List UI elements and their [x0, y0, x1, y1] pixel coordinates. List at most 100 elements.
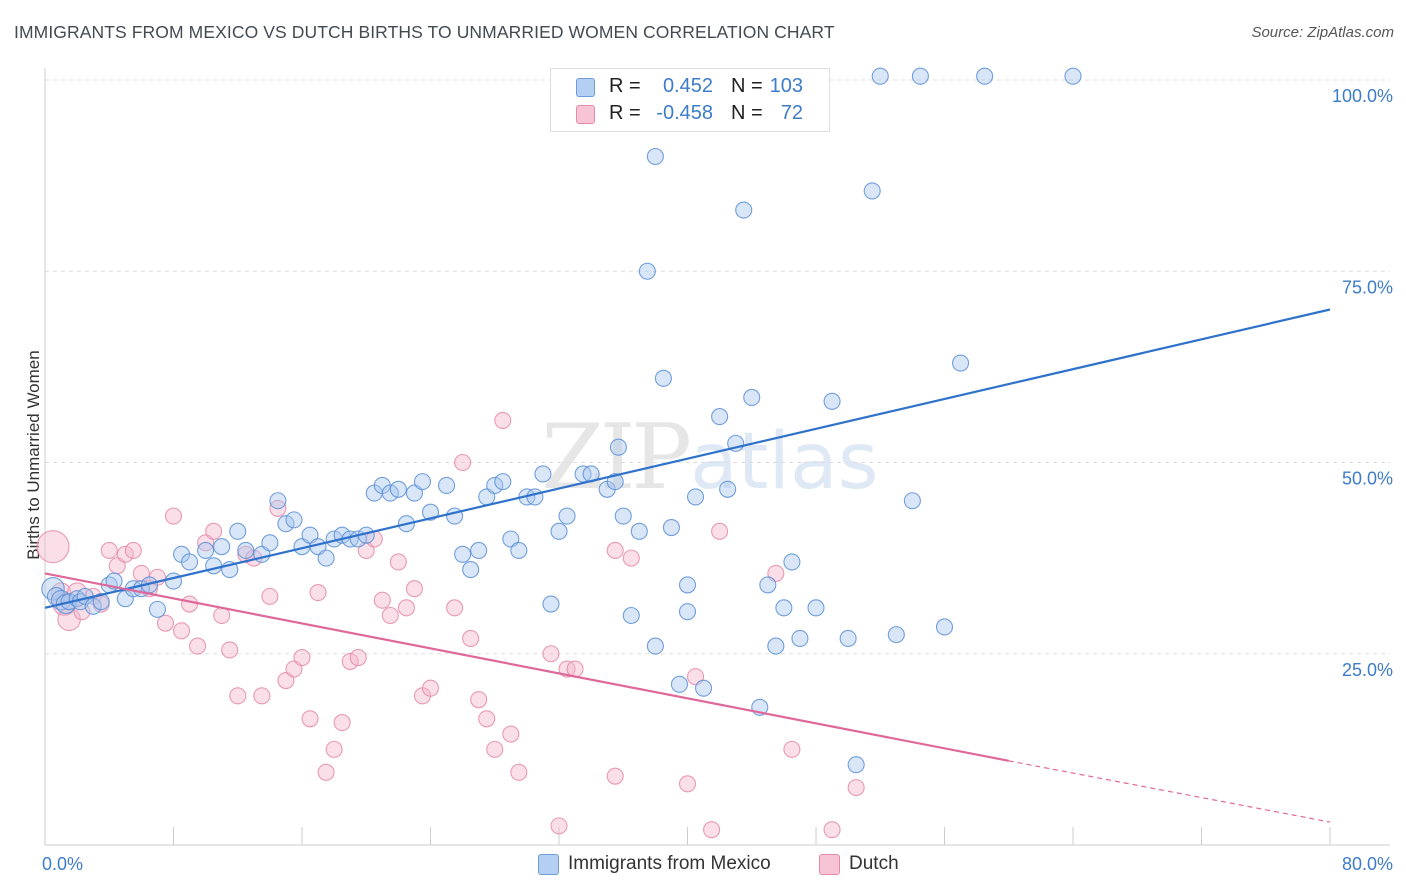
mexico-point	[413, 473, 432, 491]
mexico-point	[558, 507, 576, 525]
mexico-point	[84, 597, 102, 615]
mexico-point	[389, 480, 407, 498]
dutch-point	[172, 622, 191, 640]
mexico-point	[783, 553, 801, 571]
source-credit: Source: ZipAtlas.com	[1251, 24, 1394, 41]
mexico-point	[743, 388, 761, 407]
mexico-point	[261, 534, 279, 552]
dutch-point	[606, 767, 624, 785]
legend-label: Dutch	[849, 853, 899, 874]
mexico-point	[678, 576, 697, 594]
tick-labels: 25.0% 50.0% 75.0% 100.0% 0.0% 80.0%	[42, 86, 1393, 874]
mexico-point	[614, 507, 632, 525]
dutch-point	[550, 817, 568, 835]
dutch-point	[381, 606, 399, 625]
mexico-point	[863, 182, 881, 200]
mexico-point	[213, 538, 231, 556]
dutch-point	[606, 541, 624, 560]
n-value: 72	[780, 102, 803, 124]
mexico-point	[462, 561, 480, 579]
dutch-point	[397, 599, 415, 617]
pink-swatch-icon	[576, 105, 595, 124]
dutch-point	[341, 652, 359, 670]
mexico-point	[903, 492, 921, 510]
mexico-point	[1064, 67, 1082, 85]
pink-swatch-icon	[819, 854, 840, 875]
dutch-point	[317, 763, 335, 781]
mexico-point	[630, 522, 648, 540]
axes	[44, 68, 1390, 846]
mexico-point	[229, 522, 247, 540]
dutch-point	[823, 821, 841, 839]
mexico-point	[470, 541, 488, 560]
mexico-point	[775, 599, 793, 617]
mexico-point	[205, 557, 223, 575]
dutch-point	[100, 541, 118, 560]
mexico-point	[952, 354, 970, 372]
chart-title: IMMIGRANTS FROM MEXICO VS DUTCH BIRTHS T…	[14, 22, 835, 42]
dutch-point	[847, 779, 865, 797]
mexico-point	[695, 679, 713, 697]
mexico-point	[791, 629, 809, 648]
mexico-point	[237, 541, 255, 560]
dutch-point	[261, 587, 279, 605]
r-label: R =	[609, 75, 641, 97]
dutch-point	[301, 710, 319, 728]
mexico-point	[164, 572, 183, 590]
mexico-point	[454, 545, 472, 563]
mexico-point	[181, 553, 199, 571]
mexico-point	[381, 484, 399, 502]
r-value: -0.458	[656, 102, 713, 124]
mexico-point	[526, 488, 544, 506]
r-label: R =	[609, 102, 641, 124]
dutch-point	[405, 580, 423, 598]
mexico-point	[847, 756, 865, 774]
mexico-point	[823, 392, 841, 410]
y-tick-label: 100.0%	[1332, 86, 1393, 106]
mexico-point	[719, 480, 737, 498]
y-tick-label: 25.0%	[1342, 660, 1393, 680]
dutch-point	[293, 649, 311, 667]
dutch-point	[510, 763, 528, 781]
mexico-point	[662, 518, 680, 537]
dutch-point	[678, 775, 697, 793]
mexico-point	[317, 549, 335, 567]
mexico-point	[438, 476, 456, 495]
mexico-point	[197, 541, 215, 560]
y-tick-label: 50.0%	[1342, 469, 1393, 489]
mexico-points	[41, 67, 1082, 774]
correlation-legend: R = 0.452 N = 103 R = -0.458 N = 72	[550, 68, 830, 132]
blue-swatch-icon	[576, 78, 595, 97]
mexico-point	[421, 503, 440, 521]
dutch-point	[349, 649, 367, 667]
gridlines	[45, 79, 1390, 655]
dutch-point	[333, 714, 351, 732]
mexico-point	[678, 603, 697, 621]
mexico-point	[638, 262, 656, 280]
mexico-point	[711, 408, 729, 426]
dutch-point	[542, 645, 560, 663]
mexico-point	[839, 629, 857, 648]
dutch-point	[309, 583, 327, 602]
watermark: ZIP atlas	[541, 405, 878, 510]
dutch-point	[189, 637, 207, 655]
mexico-point	[767, 637, 785, 655]
dutch-point	[486, 740, 504, 758]
dutch-point	[478, 710, 496, 728]
mexico-point	[486, 476, 504, 495]
dutch-point	[36, 530, 70, 564]
dutch-point	[164, 507, 183, 525]
dutch-point	[454, 453, 472, 472]
x-tick-label: 80.0%	[1342, 854, 1393, 874]
mexico-point	[622, 606, 640, 625]
dutch-point	[494, 411, 512, 429]
dutch-point	[221, 641, 239, 659]
mexico-point	[277, 515, 295, 533]
n-label: N =	[731, 102, 763, 124]
mexico-point	[542, 595, 560, 613]
dutch-trendline-extension	[1008, 760, 1331, 823]
mexico-point	[148, 600, 166, 618]
dutch-point	[181, 595, 199, 613]
dutch-points	[36, 411, 865, 839]
